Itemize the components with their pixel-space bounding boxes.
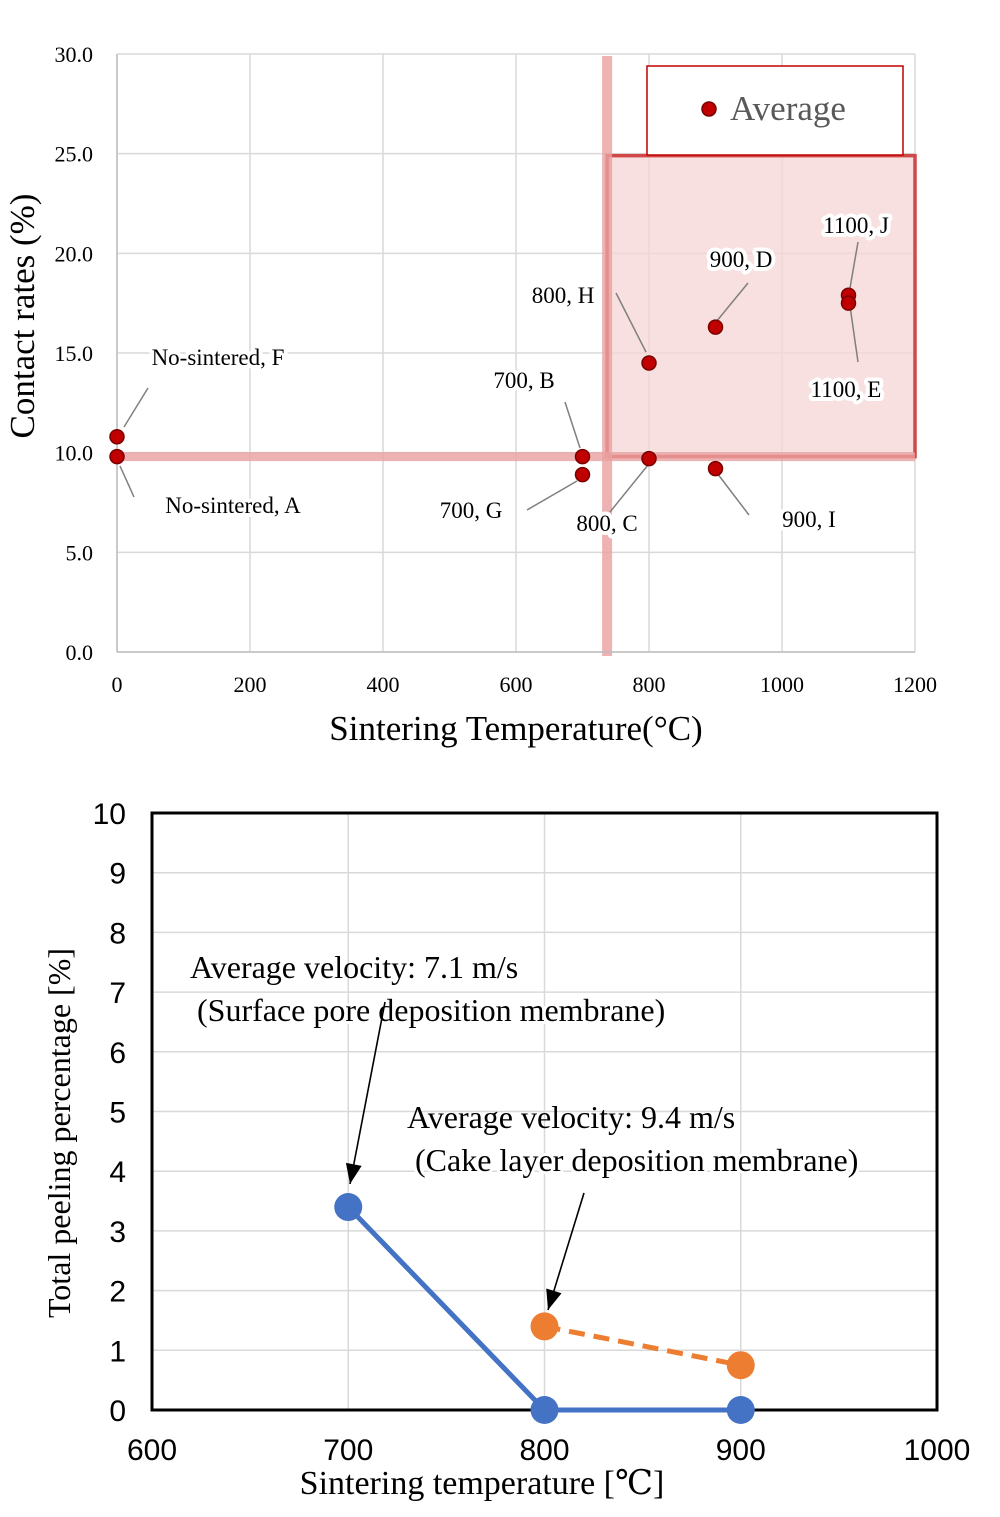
- leader-line: [119, 465, 135, 498]
- annotation-arrow: [349, 1001, 386, 1185]
- point-label: 800, H: [532, 283, 595, 308]
- y-tick-label: 15.0: [55, 341, 94, 366]
- series-line: [544, 1323, 742, 1368]
- legend-label: Average: [730, 89, 846, 128]
- y-tick-label: 5.0: [66, 540, 94, 565]
- x-axis-title: Sintering temperature [℃]: [300, 1465, 665, 1502]
- point-label: 700, G: [440, 498, 503, 523]
- tick-labels: 600 700 800 900 1000 0 1 2 3 4 5 6 7 8 9 10: [93, 798, 971, 1467]
- axes: [116, 54, 915, 653]
- point-label: No-sintered, F: [152, 345, 285, 370]
- data-point: [641, 450, 657, 467]
- x-tick-label: 900: [716, 1434, 766, 1467]
- x-tick-label: 700: [323, 1434, 373, 1467]
- y-tick-label: 1: [109, 1335, 126, 1368]
- leader-line: [849, 305, 859, 363]
- tick-labels: 0 200 400 600 800 1000 1200 0.0 5.0 10.0 15.0 20.0 2…: [55, 42, 938, 697]
- peeling-percentage-chart: 600 700 800 900 1000 0 1 2 3 4 5 6 7 8 9 10 Average vel…: [41, 798, 971, 1502]
- data-point: [840, 295, 857, 311]
- point-label: 900, I: [782, 507, 836, 532]
- x-tick-label: 800: [633, 672, 666, 697]
- data-point: [707, 319, 724, 335]
- y-tick-label: 0.0: [66, 640, 94, 665]
- annotation-text: (Surface pore deposition membrane): [197, 992, 665, 1028]
- point-label: 1100, J: [823, 213, 889, 238]
- data-point: [334, 1193, 363, 1222]
- annotation-text: Average velocity: 7.1 m/s: [190, 949, 518, 985]
- data-point: [530, 1396, 559, 1424]
- annotation-arrow: [547, 1192, 585, 1311]
- data-point: [726, 1396, 755, 1424]
- y-tick-label: 25.0: [55, 142, 94, 167]
- y-tick-label: 6: [109, 1037, 126, 1070]
- highlight-region: [605, 153, 917, 459]
- data-point: [574, 448, 591, 465]
- data-point: [726, 1351, 755, 1380]
- y-tick-label: 7: [109, 977, 126, 1010]
- x-tick-label: 600: [127, 1434, 177, 1467]
- y-tick-label: 4: [109, 1156, 126, 1189]
- highlight-regions: [117, 56, 917, 656]
- annotations: Average velocity: 7.1 m/s (Surface pore d…: [190, 949, 861, 1311]
- y-tick-label: 5: [109, 1097, 126, 1130]
- legend-marker: [701, 101, 717, 117]
- x-tick-label: 800: [519, 1434, 569, 1467]
- leader-lines: [119, 241, 859, 516]
- arrow-head: [345, 1162, 362, 1184]
- point-label: 700, B: [493, 368, 554, 393]
- annotation-text: Average velocity: 9.4 m/s: [407, 1099, 735, 1135]
- y-tick-label: 0: [109, 1395, 126, 1428]
- leader-line: [123, 387, 149, 428]
- leader-line: [615, 292, 647, 353]
- leader-line: [526, 480, 578, 511]
- legend: Average: [646, 65, 904, 156]
- y-tick-label: 9: [109, 858, 126, 891]
- x-tick-label: 1000: [904, 1434, 971, 1467]
- y-tick-label: 30.0: [55, 42, 94, 67]
- leader-line: [609, 464, 649, 513]
- x-tick-label: 400: [367, 672, 400, 697]
- y-axis-title: Total peeling percentage [%]: [41, 948, 77, 1318]
- y-tick-label: 10.0: [55, 441, 94, 466]
- point-label: 800, C: [576, 511, 637, 536]
- arrow-head: [546, 1288, 562, 1310]
- data-point: [574, 466, 591, 483]
- x-tick-label: 600: [500, 672, 533, 697]
- legend-box: [646, 65, 904, 156]
- leader-line: [716, 472, 750, 516]
- y-tick-label: 8: [109, 917, 126, 950]
- point-label: 900, D: [710, 247, 773, 272]
- y-tick-label: 3: [109, 1216, 126, 1249]
- data-point: [530, 1312, 559, 1341]
- point-label: No-sintered, A: [165, 493, 301, 518]
- data-point: [109, 448, 125, 465]
- x-tick-label: 1200: [893, 672, 937, 697]
- x-tick-label: 0: [112, 672, 123, 697]
- data-points: [109, 287, 857, 483]
- y-tick-label: 10: [93, 798, 126, 831]
- point-labels: No-sintered, F No-sintered, A 700, B 700, G…: [148, 209, 893, 540]
- x-tick-label: 200: [234, 672, 267, 697]
- y-tick-label: 20.0: [55, 241, 94, 266]
- y-axis-title: Contact rates (%): [3, 194, 42, 439]
- x-axis-title: Sintering Temperature(°C): [329, 709, 702, 748]
- data-point: [641, 355, 657, 371]
- leader-line: [564, 401, 581, 449]
- annotation-text: (Cake layer deposition membrane): [415, 1142, 858, 1178]
- leader-line: [849, 241, 859, 289]
- x-tick-label: 1000: [760, 672, 804, 697]
- point-label: 1100, E: [811, 377, 882, 402]
- leader-line: [715, 282, 749, 323]
- data-point: [109, 428, 125, 445]
- contact-rates-chart: No-sintered, F No-sintered, A 700, B 700, G…: [3, 42, 938, 748]
- data-point: [707, 460, 724, 477]
- data-points: [334, 1193, 755, 1424]
- y-tick-label: 2: [109, 1276, 126, 1309]
